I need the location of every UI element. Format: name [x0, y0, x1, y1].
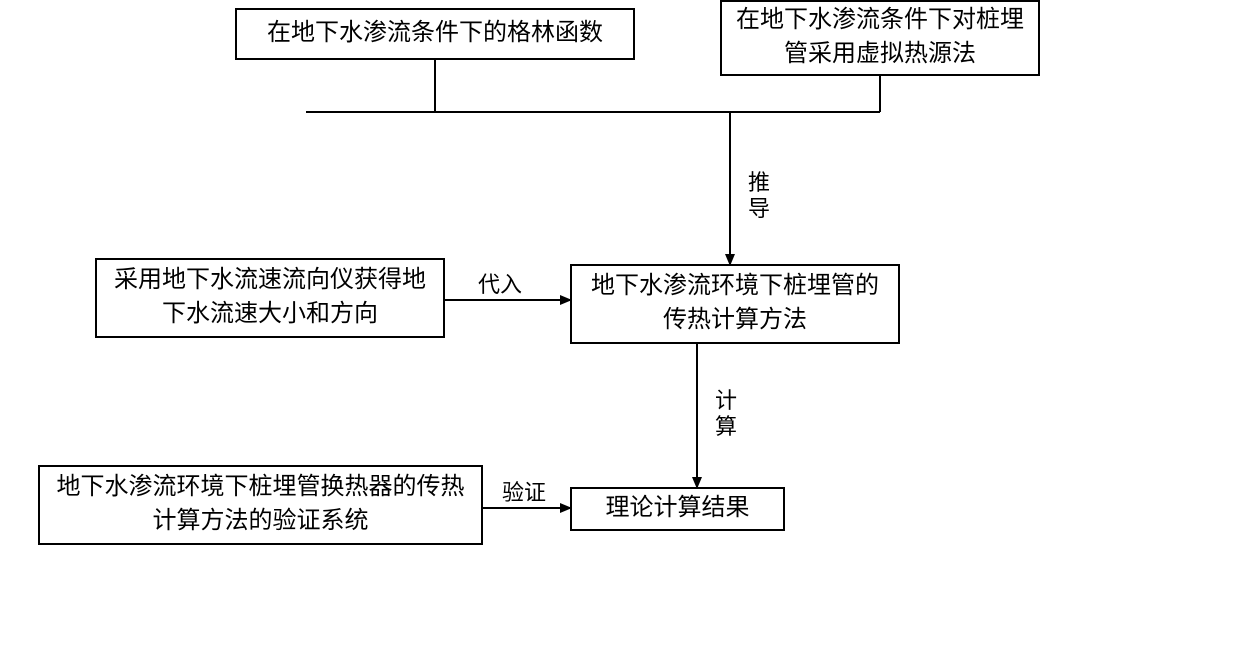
- node-flow-meter: 采用地下水流速流向仪获得地下水流速大小和方向: [95, 258, 445, 338]
- node-label: 地下水渗流环境下桩埋管换热器的传热计算方法的验证系统: [54, 471, 467, 538]
- node-heat-transfer-method: 地下水渗流环境下桩埋管的传热计算方法: [570, 264, 900, 344]
- node-label: 采用地下水流速流向仪获得地下水流速大小和方向: [111, 264, 429, 331]
- node-label: 理论计算结果: [606, 492, 750, 526]
- node-label: 在地下水渗流条件下对桩埋管采用虚拟热源法: [736, 4, 1024, 71]
- node-verification-system: 地下水渗流环境下桩埋管换热器的传热计算方法的验证系统: [38, 465, 483, 545]
- edge-label-substitute: 代入: [478, 272, 522, 298]
- node-theoretical-result: 理论计算结果: [570, 487, 785, 531]
- node-label: 在地下水渗流条件下的格林函数: [267, 17, 603, 51]
- node-label: 地下水渗流环境下桩埋管的传热计算方法: [586, 270, 884, 337]
- edge-label-verify: 验证: [502, 480, 546, 506]
- edge-label-calculate: 计算: [715, 388, 737, 441]
- edge-label-derive: 推导: [748, 170, 770, 223]
- node-green-function: 在地下水渗流条件下的格林函数: [235, 8, 635, 60]
- node-virtual-heat-source: 在地下水渗流条件下对桩埋管采用虚拟热源法: [720, 0, 1040, 76]
